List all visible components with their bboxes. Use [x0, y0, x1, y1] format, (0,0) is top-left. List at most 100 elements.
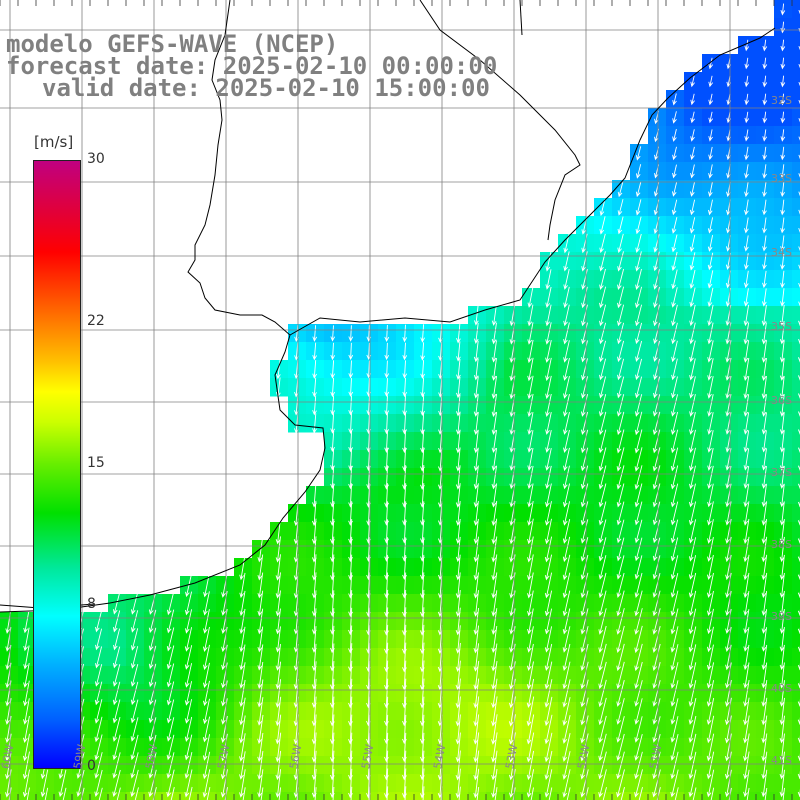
wind-arrow [130, 681, 139, 706]
wind-arrow [725, 662, 732, 689]
wind-arrow [652, 661, 661, 689]
wind-arrow [744, 39, 750, 52]
wind-arrow [634, 537, 643, 562]
wind-arrow [455, 572, 461, 599]
wind-arrow [203, 609, 210, 634]
wind-arrow [798, 320, 800, 327]
wind-arrow [761, 412, 767, 435]
wind-arrow [312, 377, 317, 398]
wind-arrow [797, 356, 800, 363]
wind-arrow [545, 430, 552, 453]
wind-cell [792, 234, 800, 253]
wind-arrow [491, 305, 497, 326]
wind-arrow [707, 270, 714, 289]
wind-arrow [724, 733, 732, 762]
wind-arrow [330, 377, 335, 398]
wind-arrow [688, 537, 697, 562]
wind-arrow [491, 643, 498, 672]
wind-arrow [672, 93, 677, 106]
wind-arrow [188, 786, 193, 800]
wind-arrow [166, 645, 175, 670]
wind-arrow [670, 769, 679, 798]
wind-arrow [708, 93, 714, 106]
wind-arrow [635, 164, 642, 179]
wind-arrow [562, 751, 571, 780]
wind-arrow [688, 733, 697, 762]
wind-arrow [422, 786, 425, 800]
wind-cell [792, 342, 800, 361]
wind-arrow [724, 751, 732, 780]
wind-arrow [581, 233, 588, 254]
wind-arrow [599, 304, 607, 327]
wind-arrow [581, 251, 588, 272]
wind-arrow [544, 661, 553, 690]
wind-arrow [239, 644, 246, 671]
wind-arrow [761, 501, 768, 526]
wind-arrow [653, 304, 660, 327]
wind-arrow [780, 3, 786, 16]
wind-arrow [725, 501, 732, 526]
wind-arrow [671, 394, 679, 417]
wind-arrow [690, 93, 695, 106]
wind-arrow [580, 643, 589, 672]
wind-cell [108, 792, 127, 800]
wind-arrow [368, 786, 371, 800]
wind-arrow [184, 591, 193, 616]
wind-cell [648, 792, 667, 800]
wind-arrow [635, 358, 643, 381]
wind-arrow [562, 536, 571, 563]
wind-arrow [652, 519, 661, 544]
wind-arrow [743, 448, 750, 471]
wind-arrow [545, 393, 552, 418]
wind-arrow [797, 483, 800, 490]
wind-cell [792, 144, 800, 163]
wind-arrow [708, 129, 713, 142]
wind-arrow [671, 287, 678, 308]
wind-arrow [473, 536, 479, 563]
wind-arrow [598, 572, 607, 599]
wind-arrow [509, 626, 516, 653]
wind-arrow [527, 357, 534, 382]
wind-arrow [473, 590, 479, 617]
wind-arrow [617, 358, 625, 381]
title-model: modelo GEFS-WAVE (NCEP) [6, 30, 339, 58]
wind-arrow [598, 733, 607, 762]
wind-arrow [545, 375, 552, 400]
wind-cell [162, 792, 181, 800]
wind-arrow [509, 661, 516, 690]
wind-arrow [743, 644, 750, 671]
wind-arrow [526, 750, 535, 781]
wind-arrow [635, 146, 642, 161]
wind-arrow [275, 732, 282, 763]
wind-arrow [780, 235, 785, 252]
wind-arrow [473, 394, 479, 417]
wind-cell [792, 612, 800, 631]
wind-arrow [112, 681, 121, 706]
wind-arrow [762, 146, 767, 161]
wind-arrow [148, 591, 157, 615]
wind-arrow [508, 678, 516, 709]
wind-arrow [798, 154, 800, 160]
wind-cell [792, 270, 800, 289]
wind-arrow [384, 342, 390, 361]
wind-arrow [743, 536, 750, 563]
wind-arrow [653, 376, 661, 399]
wind-arrow [456, 359, 461, 380]
wind-arrow [95, 610, 103, 633]
wind-arrow [491, 340, 497, 363]
wind-arrow [239, 679, 246, 708]
wind-arrow [762, 93, 768, 106]
wind-arrow [764, 787, 768, 800]
wind-arrow [221, 608, 228, 635]
wind-arrow [797, 446, 800, 453]
wind-arrow [616, 555, 625, 580]
wind-arrow [491, 536, 498, 563]
wind-arrow [744, 111, 750, 124]
wind-arrow [780, 39, 786, 52]
wind-arrow [743, 412, 750, 435]
wind-arrow [616, 537, 625, 562]
wind-arrow [166, 627, 175, 652]
wind-arrow [455, 465, 461, 490]
wind-arrow [580, 751, 589, 780]
